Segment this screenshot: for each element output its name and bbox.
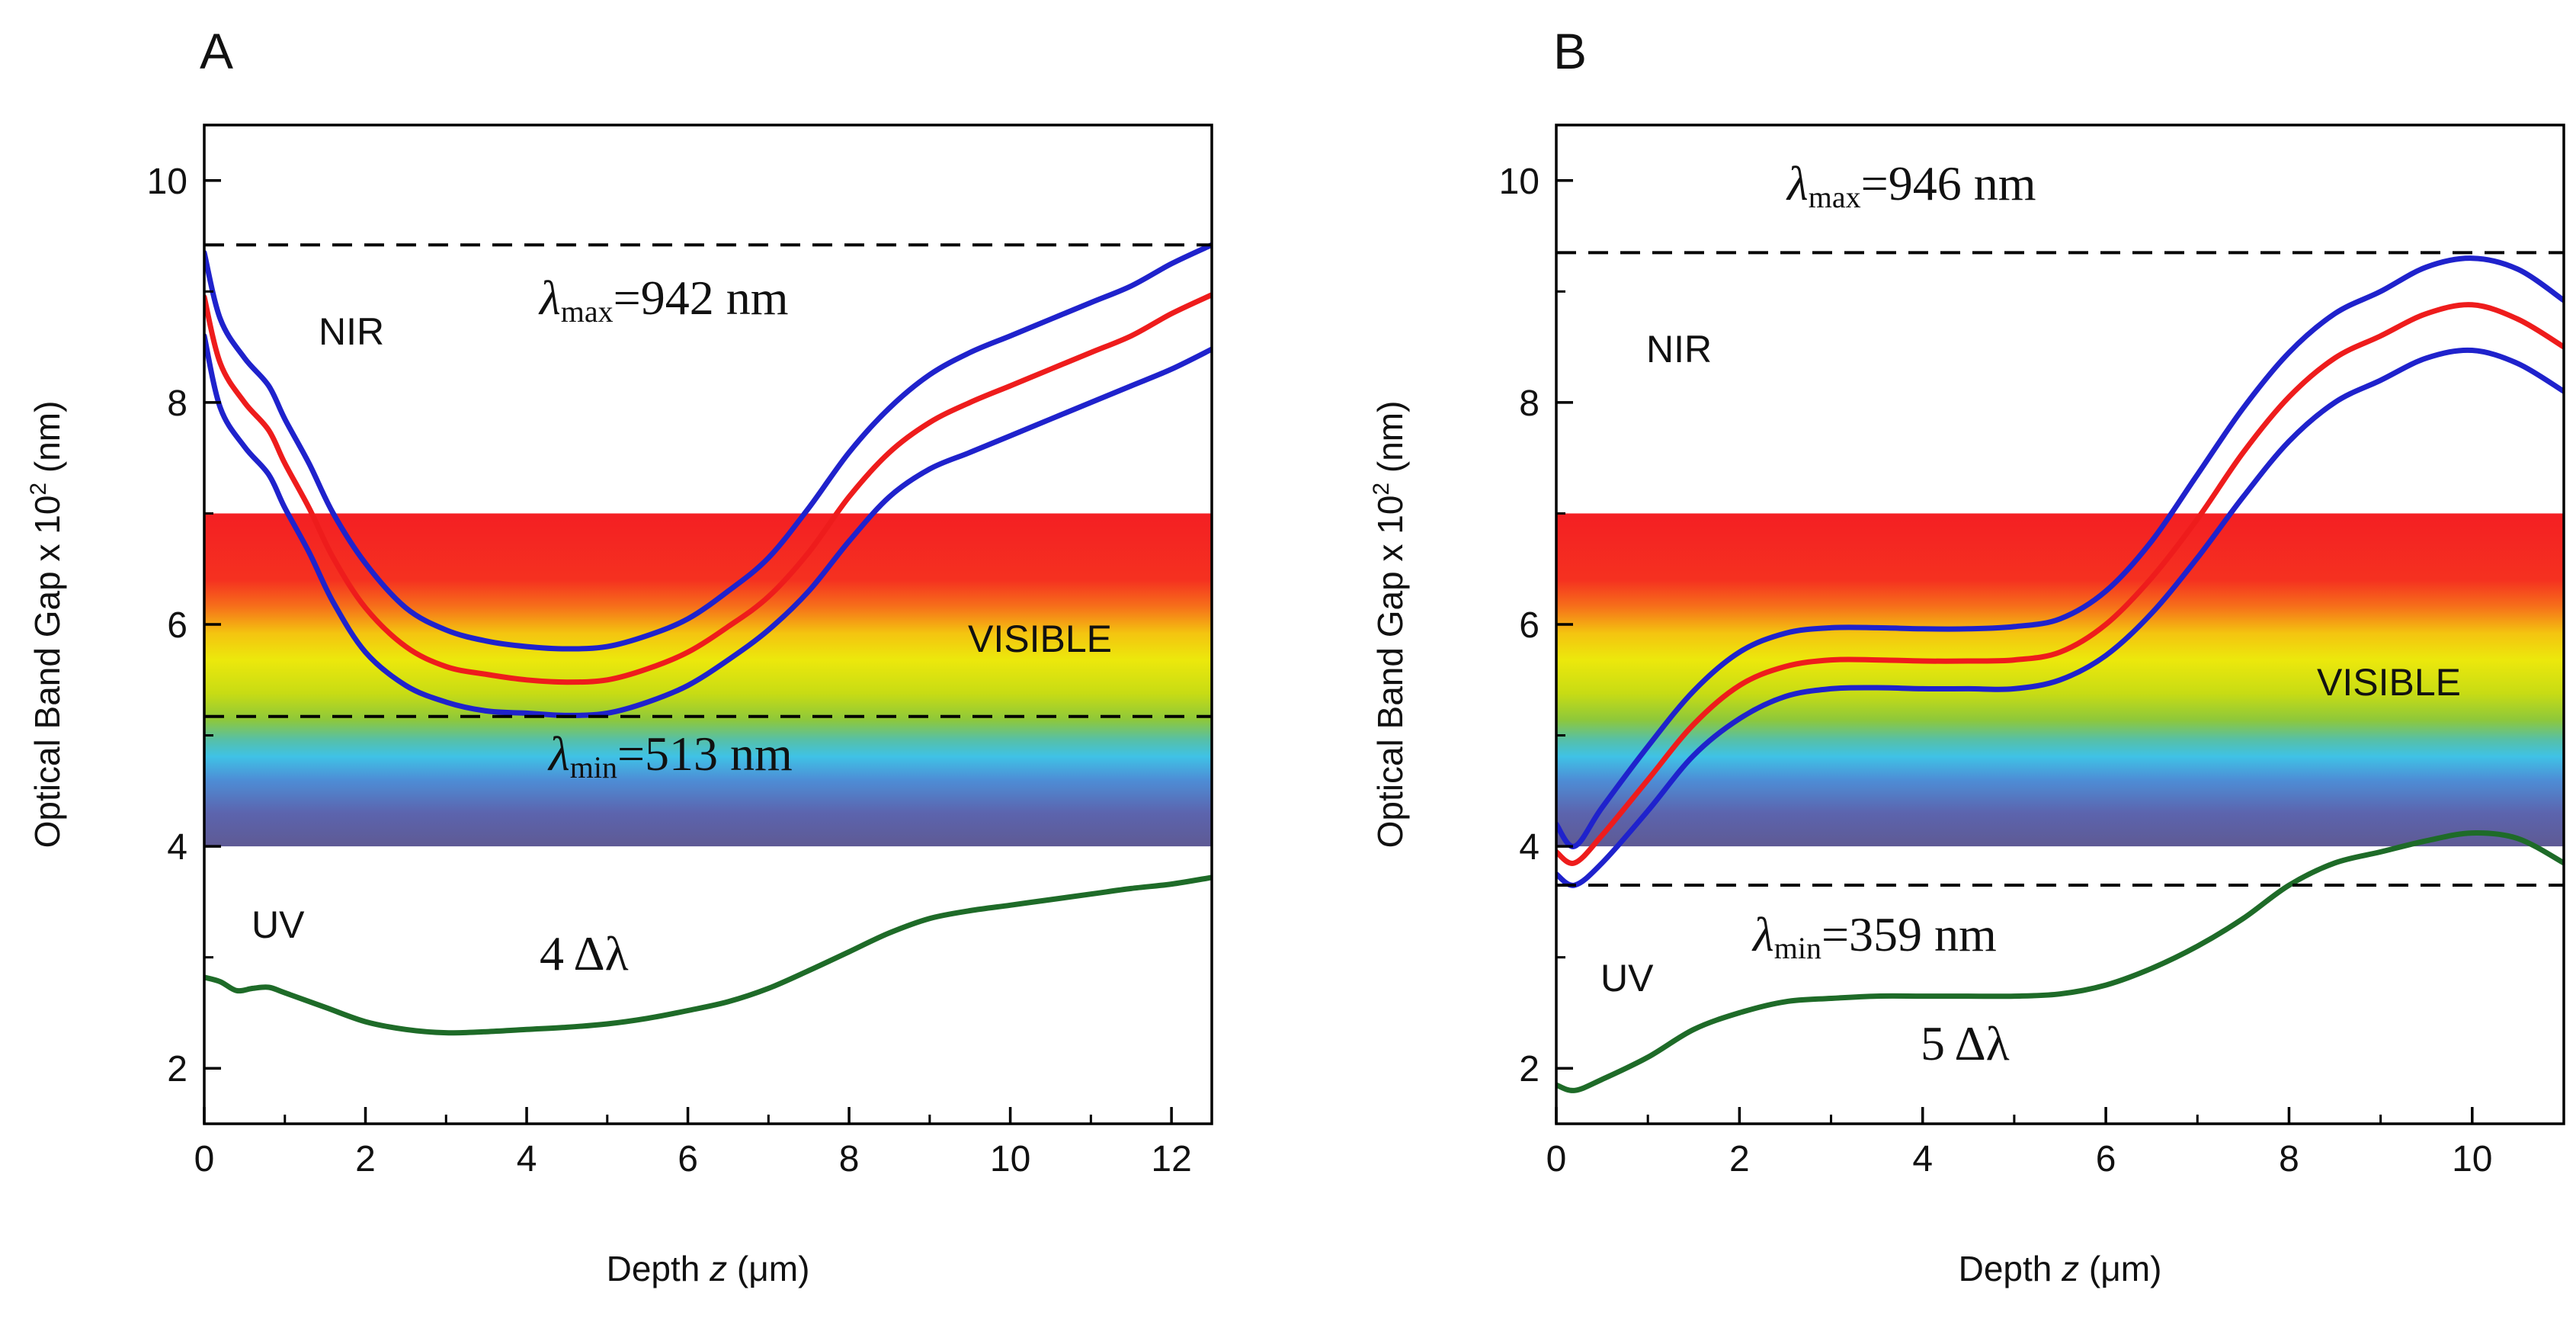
x-tick-label: 0	[1546, 1139, 1567, 1179]
x-tick-label: 8	[2279, 1139, 2299, 1179]
series-line-lower	[1556, 347, 2564, 888]
lambda-min-label: λmin=359 nm	[1751, 907, 1997, 965]
uv-label: UV	[252, 903, 305, 946]
series-line-lower	[204, 333, 1212, 718]
y-tick-label: 10	[147, 162, 187, 202]
y-tick-label: 8	[1519, 383, 1540, 424]
lambda-min-label: λmin=513 nm	[547, 727, 793, 785]
x-tick-label: 10	[2452, 1139, 2492, 1179]
x-tick-label: 0	[194, 1139, 215, 1179]
x-tick-label: 6	[2096, 1139, 2116, 1179]
panel-label: A	[200, 23, 233, 79]
delta-label: 4 Δλ	[540, 926, 629, 980]
x-tick-label: 2	[355, 1139, 376, 1179]
y-tick-label: 6	[1519, 605, 1540, 646]
y-tick-label: 10	[1499, 162, 1540, 202]
nir-label: NIR	[319, 310, 384, 353]
y-tick-label: 2	[1519, 1049, 1540, 1089]
uv-label: UV	[1600, 957, 1654, 1000]
series-line-delta	[204, 874, 1212, 1036]
lambda-max-label: λmax=946 nm	[1786, 156, 2036, 214]
panel-b: B 0 2 4 6 8 10 2 4 6 8 10 NIR VISIBLE UV 5 Δλ λmax…	[1369, 23, 2565, 1288]
series-line-upper	[204, 242, 1212, 652]
panel-a: A 0 2 4 6 8 10 12 2 4 6 8 10 NIR VISIBLE UV 4 Δλ λm…	[26, 23, 1213, 1288]
y-axis-label: Optical Band Gap x 102 (nm)	[1369, 401, 1410, 849]
visible-band	[204, 513, 1212, 847]
panel-label: B	[1553, 23, 1587, 79]
x-tick-label: 10	[990, 1139, 1030, 1179]
x-tick-label: 12	[1151, 1139, 1191, 1179]
series-line-delta	[1556, 830, 2564, 1093]
series-line-center	[204, 292, 1212, 685]
lambda-max-label: λmax=942 nm	[538, 271, 788, 329]
visible-label: VISIBLE	[2317, 661, 2461, 704]
y-tick-label: 4	[167, 827, 187, 868]
y-tick-label: 2	[167, 1049, 187, 1089]
x-axis-label: Depth z (μm)	[607, 1249, 810, 1288]
x-tick-label: 2	[1729, 1139, 1750, 1179]
x-tick-label: 4	[517, 1139, 537, 1179]
nir-label: NIR	[1646, 328, 1712, 371]
visible-label: VISIBLE	[968, 618, 1112, 660]
delta-label: 5 Δλ	[1921, 1016, 2010, 1070]
y-tick-label: 8	[167, 383, 187, 424]
series-line-center	[1556, 302, 2564, 866]
y-axis-label: Optical Band Gap x 102 (nm)	[26, 401, 67, 849]
x-tick-label: 4	[1912, 1139, 1933, 1179]
series-line-upper	[1556, 255, 2564, 849]
x-tick-label: 8	[839, 1139, 860, 1179]
x-axis-label: Depth z (μm)	[1959, 1249, 2162, 1288]
y-tick-label: 4	[1519, 827, 1540, 868]
x-tick-label: 6	[678, 1139, 698, 1179]
y-tick-label: 6	[167, 605, 187, 646]
